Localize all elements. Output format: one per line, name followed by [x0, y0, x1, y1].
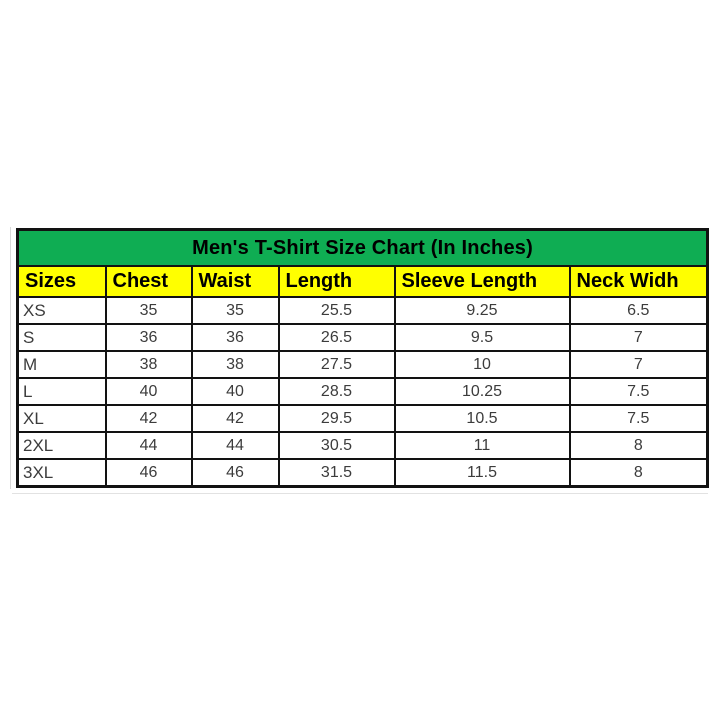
value-cell: 29.5 [277, 404, 396, 433]
size-label-cell: 2XL [16, 431, 107, 460]
column-header-length: Length [277, 265, 396, 298]
value-cell: 38 [190, 350, 280, 379]
value-cell: 44 [190, 431, 280, 460]
table-row-3xl: 3XL 46 46 31.5 11.5 8 [16, 458, 709, 488]
gridline-fragment-horizontal [12, 493, 708, 494]
value-cell: 11.5 [393, 458, 571, 488]
value-cell: 10.25 [393, 377, 571, 406]
value-cell: 9.25 [393, 296, 571, 325]
size-label-cell: 3XL [16, 458, 107, 488]
value-cell: 36 [104, 323, 193, 352]
value-cell: 7 [568, 350, 709, 379]
header-row: Sizes Chest Waist Length Sleeve Length Neck W… [16, 265, 709, 298]
value-cell: 11 [393, 431, 571, 460]
column-header-neck-widh: Neck Widh [568, 265, 709, 298]
value-cell: 9.5 [393, 323, 571, 352]
value-cell: 46 [104, 458, 193, 488]
size-label-cell: L [16, 377, 107, 406]
value-cell: 6.5 [568, 296, 709, 325]
value-cell: 7 [568, 323, 709, 352]
value-cell: 38 [104, 350, 193, 379]
value-cell: 26.5 [277, 323, 396, 352]
value-cell: 46 [190, 458, 280, 488]
table-row-2xl: 2XL 44 44 30.5 11 8 [16, 431, 709, 460]
value-cell: 40 [190, 377, 280, 406]
column-header-sleeve-length: Sleeve Length [393, 265, 571, 298]
value-cell: 36 [190, 323, 280, 352]
value-cell: 27.5 [277, 350, 396, 379]
value-cell: 8 [568, 458, 709, 488]
value-cell: 8 [568, 431, 709, 460]
value-cell: 40 [104, 377, 193, 406]
value-cell: 42 [190, 404, 280, 433]
value-cell: 7.5 [568, 377, 709, 406]
size-label-cell: M [16, 350, 107, 379]
column-header-chest: Chest [104, 265, 193, 298]
size-label-cell: S [16, 323, 107, 352]
value-cell: 30.5 [277, 431, 396, 460]
size-label-cell: XL [16, 404, 107, 433]
value-cell: 31.5 [277, 458, 396, 488]
column-header-waist: Waist [190, 265, 280, 298]
value-cell: 44 [104, 431, 193, 460]
value-cell: 25.5 [277, 296, 396, 325]
size-chart-table: Men's T-Shirt Size Chart (In Inches) Siz… [16, 228, 710, 488]
size-label-cell: XS [16, 296, 107, 325]
value-cell: 10.5 [393, 404, 571, 433]
chart-title: Men's T-Shirt Size Chart (In Inches) [16, 228, 709, 267]
title-row: Men's T-Shirt Size Chart (In Inches) [16, 228, 709, 267]
table-row-m: M 38 38 27.5 10 7 [16, 350, 709, 379]
value-cell: 42 [104, 404, 193, 433]
value-cell: 35 [104, 296, 193, 325]
value-cell: 28.5 [277, 377, 396, 406]
value-cell: 7.5 [568, 404, 709, 433]
table-row-l: L 40 40 28.5 10.25 7.5 [16, 377, 709, 406]
value-cell: 35 [190, 296, 280, 325]
table-row-xl: XL 42 42 29.5 10.5 7.5 [16, 404, 709, 433]
table-row-s: S 36 36 26.5 9.5 7 [16, 323, 709, 352]
gridline-fragment-vertical [10, 227, 11, 489]
value-cell: 10 [393, 350, 571, 379]
column-header-sizes: Sizes [16, 265, 107, 298]
table-row-xs: XS 35 35 25.5 9.25 6.5 [16, 296, 709, 325]
